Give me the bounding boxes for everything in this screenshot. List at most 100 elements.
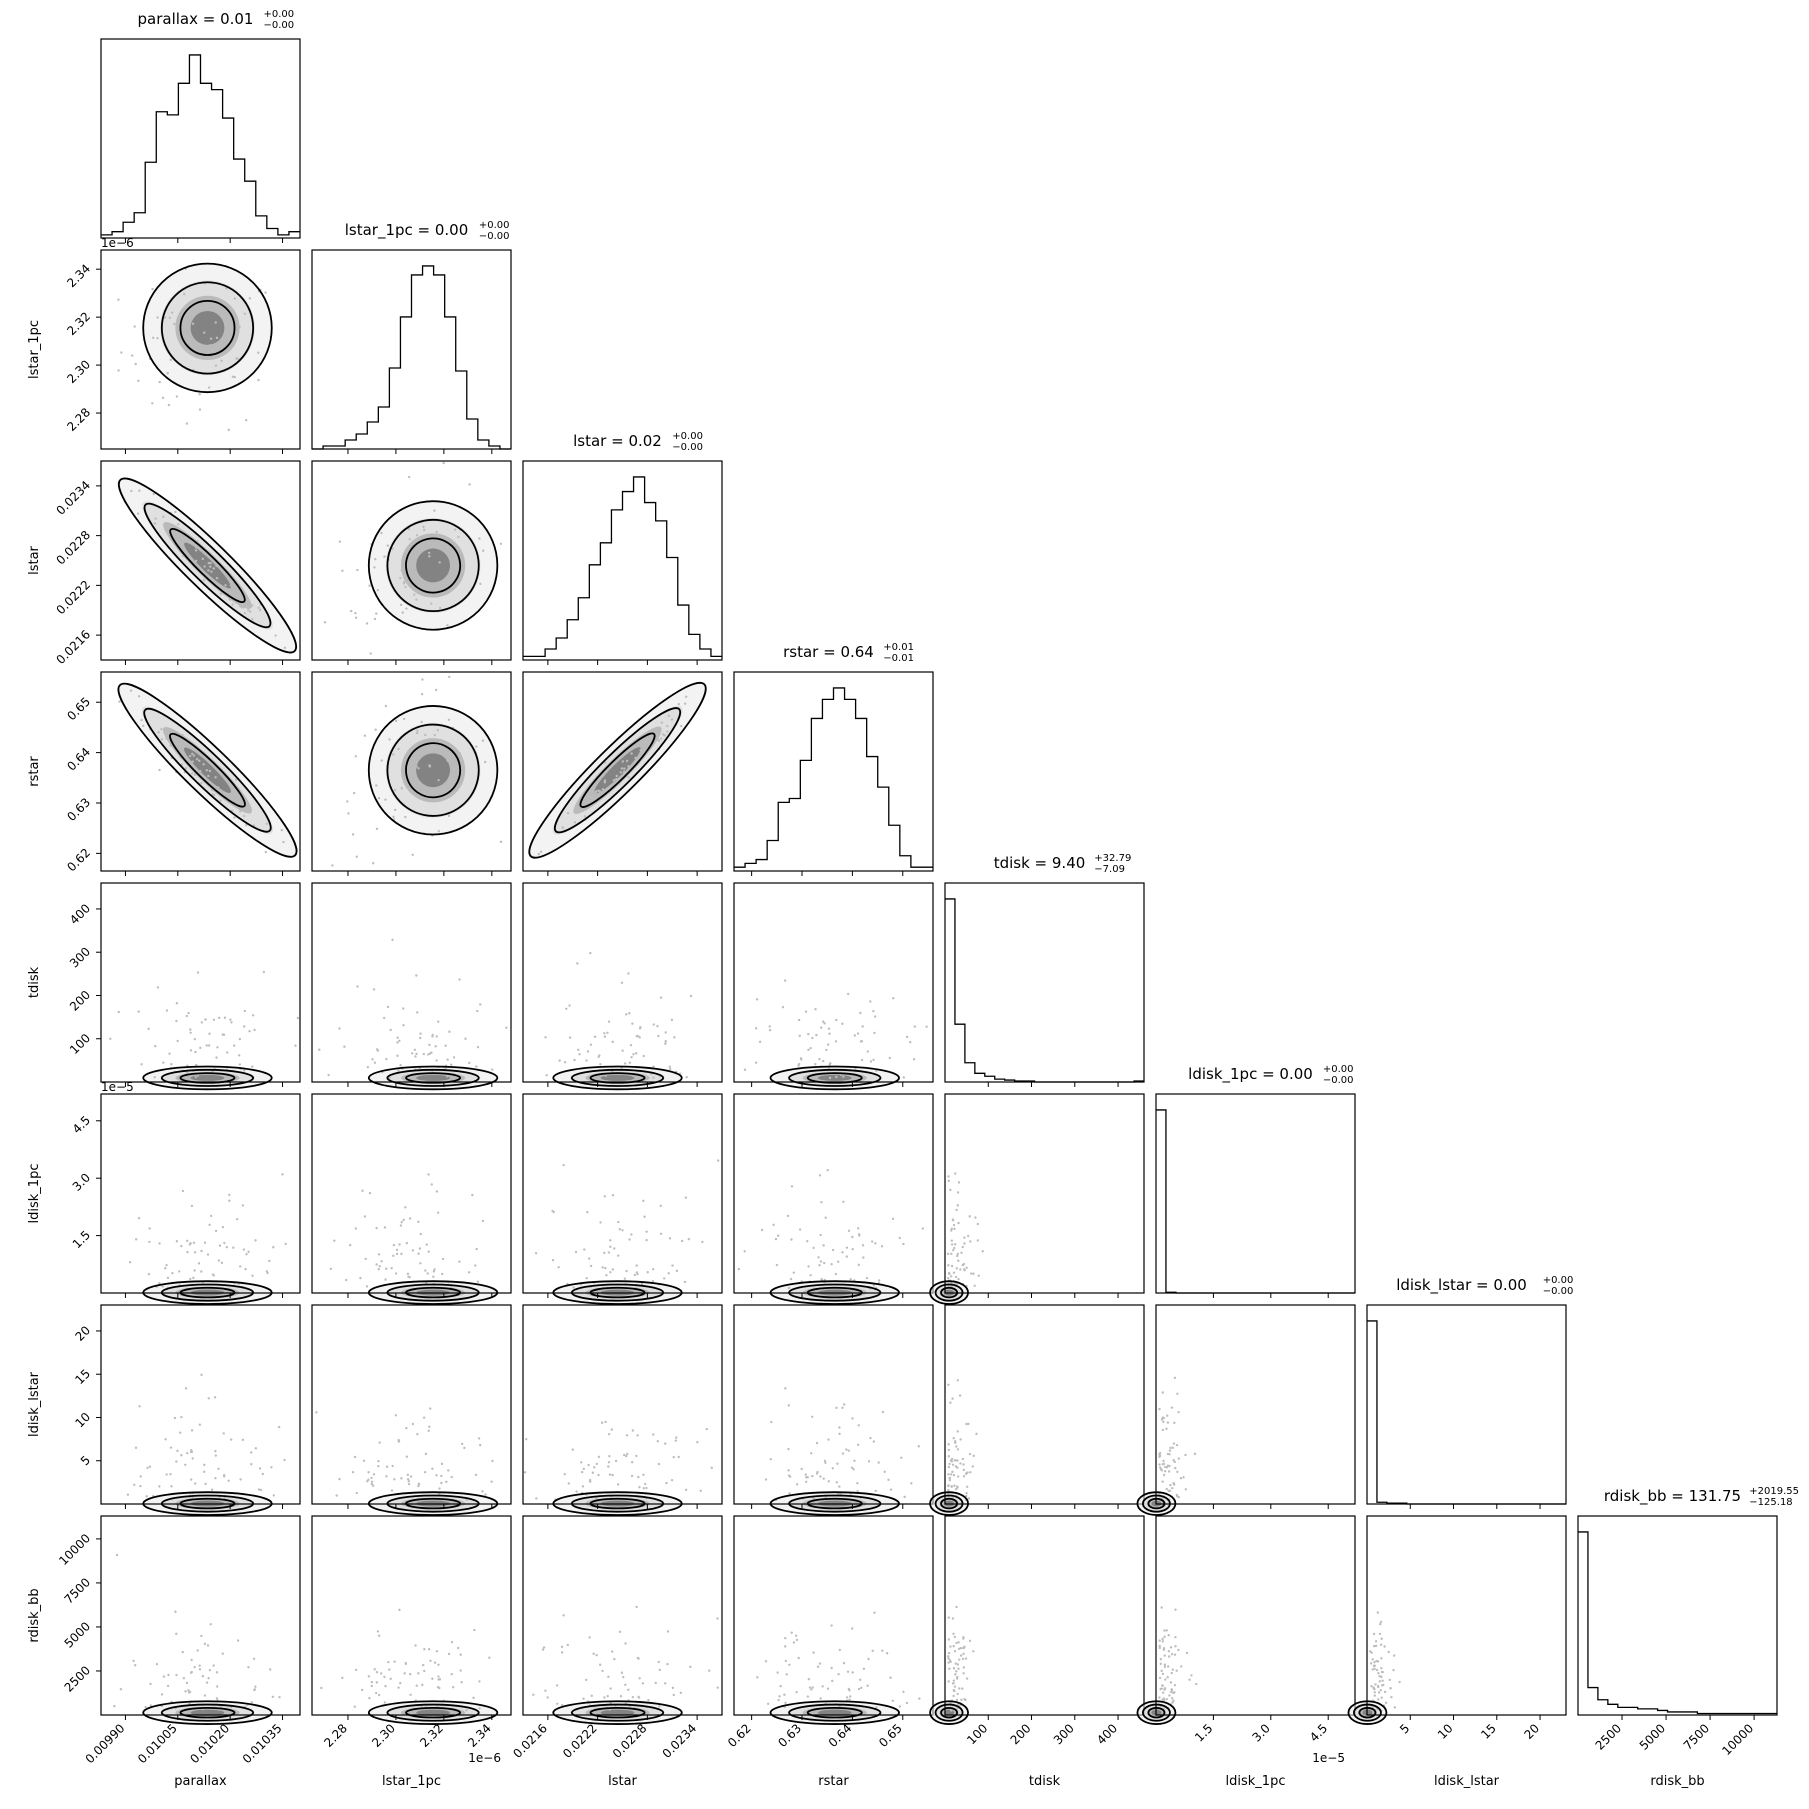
sample-point (588, 1478, 592, 1482)
sample-point (134, 1446, 138, 1449)
contour (552, 1700, 683, 1725)
sample-point (406, 581, 409, 585)
sample-point (190, 1204, 194, 1208)
sample-point (859, 1011, 862, 1015)
sample-point (956, 1379, 960, 1382)
sample-point (476, 1280, 480, 1283)
sample-point (824, 1496, 827, 1499)
scatter-panel-lstar-vs-lstar_1pc (311, 460, 512, 665)
sample-point (367, 1675, 371, 1678)
sample-point (958, 1658, 961, 1661)
sample-point (399, 603, 403, 607)
sample-point (957, 1181, 961, 1184)
panel-title-plus: +0.00 (1543, 1275, 1574, 1286)
sample-point (955, 1282, 958, 1286)
sample-point (134, 362, 137, 366)
sample-point (848, 1698, 851, 1701)
sample-point (157, 731, 160, 734)
sample-point (185, 1239, 189, 1243)
sample-point (958, 1394, 962, 1397)
sample-point (189, 1028, 192, 1031)
sample-point (654, 740, 657, 743)
sample-point (611, 1268, 615, 1271)
sample-point (812, 1246, 815, 1250)
sample-point (230, 580, 233, 583)
sample-point (628, 1012, 631, 1015)
panel-frame (311, 1093, 512, 1294)
sample-point (1383, 1645, 1386, 1648)
panel-frame (944, 1304, 1145, 1505)
scatter-panel-rdisk_bb-vs-parallax: 0.00990 0.01005 0.01020 0.01035250050007500… (27, 1515, 301, 1766)
panel-frame (1155, 1304, 1356, 1505)
sample-point (689, 1665, 692, 1669)
sample-point (388, 1076, 391, 1079)
sample-point (375, 1226, 378, 1230)
sample-point (202, 763, 205, 766)
sample-point (525, 1437, 528, 1441)
sample-point (836, 1492, 840, 1495)
sample-point (1373, 1664, 1376, 1667)
sample-point (630, 1460, 634, 1464)
sample-point (401, 611, 405, 614)
sample-point (595, 789, 598, 793)
sample-point (583, 1248, 586, 1251)
sample-point (872, 1058, 875, 1062)
sample-point (137, 379, 140, 383)
contour (553, 707, 682, 834)
sample-point (161, 1285, 164, 1288)
sample-point (481, 1219, 485, 1223)
sample-point (1162, 1459, 1165, 1463)
sample-point (370, 1482, 373, 1486)
sample-point (874, 1489, 877, 1493)
sample-point (427, 1173, 430, 1176)
sample-point (606, 1031, 609, 1035)
sample-point (176, 1039, 179, 1043)
sample-point (951, 1617, 955, 1620)
density-shading (368, 501, 498, 630)
sample-point (953, 1440, 957, 1443)
sample-point (628, 1061, 632, 1064)
sample-point (215, 576, 219, 580)
sample-point (1377, 1685, 1380, 1689)
sample-point (212, 1664, 215, 1667)
x-tick-label: 0.65 (876, 1721, 905, 1750)
sample-point (354, 755, 357, 758)
sample-point (384, 798, 387, 801)
sample-point (435, 530, 438, 534)
sample-point (947, 1443, 950, 1446)
sample-point (963, 1645, 966, 1648)
panel-frame (522, 1093, 723, 1294)
sample-point (627, 765, 630, 768)
sample-point (841, 1022, 844, 1025)
sample-point (176, 523, 180, 526)
contour-lines (142, 262, 273, 394)
sample-point (417, 1483, 421, 1486)
sample-point (597, 1455, 601, 1459)
sample-point (967, 1422, 970, 1426)
sample-point (446, 624, 449, 627)
sample-point (382, 1016, 386, 1020)
sample-point (221, 1033, 224, 1036)
sample-point (375, 1681, 379, 1684)
sample-point (625, 1434, 629, 1437)
sample-point (446, 759, 449, 763)
scatter-panel-ldisk_lstar-vs-ldisk_1pc (1136, 1304, 1356, 1516)
sample-point (956, 1475, 960, 1478)
x-tick-label: 0.62 (725, 1721, 754, 1750)
sample-point (411, 570, 415, 573)
sample-point (956, 1204, 959, 1207)
sample-point (1174, 1608, 1177, 1611)
contour-lines (117, 682, 298, 858)
sample-point (903, 1495, 906, 1499)
sample-point (902, 1242, 905, 1246)
sample-point (165, 1009, 169, 1012)
sample-point (770, 1420, 773, 1424)
sample-point (601, 788, 605, 791)
sample-point (962, 1463, 965, 1466)
sample-point (625, 759, 629, 763)
sample-point (973, 1284, 976, 1287)
sample-point (281, 1173, 284, 1176)
sample-point (818, 1662, 822, 1665)
sample-point (956, 1191, 960, 1194)
sample-point (250, 1451, 253, 1454)
